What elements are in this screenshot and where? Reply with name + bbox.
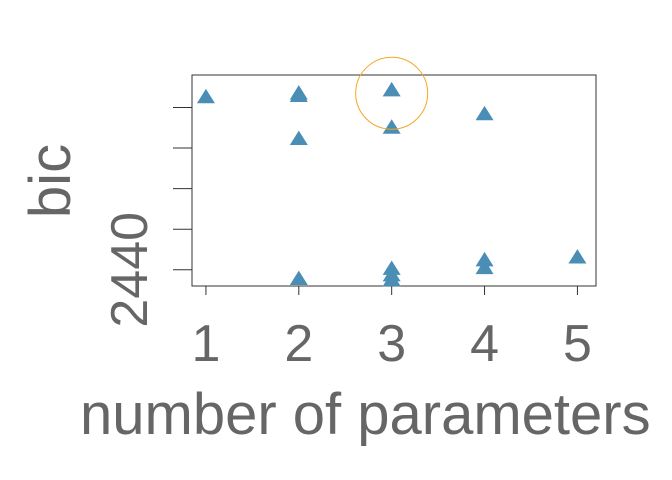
data-point-triangle [475,251,494,267]
plot-frame [191,74,597,287]
y-axis: 2440 [101,106,192,328]
data-points [196,81,587,287]
highlight-circle [355,56,429,130]
y-tick-label: 2440 [101,212,159,328]
data-point-triangle [382,119,401,134]
data-point-triangle [289,130,308,146]
data-point-triangle [382,81,401,97]
x-tick-label: 1 [191,315,220,373]
x-tick-label: 3 [377,315,406,373]
data-point-triangle [475,259,494,275]
x-axis-label: number of parameters [80,382,651,447]
highlight-layer [355,56,429,130]
x-axis: 1 2 3 4 5 [191,286,592,373]
data-point-triangle [568,249,587,264]
data-point-triangle [475,105,494,121]
x-tick-label: 5 [563,315,592,373]
x-tick-label: 2 [284,315,313,373]
data-point-triangle [289,270,308,286]
data-point-triangle [289,87,308,103]
data-point-triangle [196,88,215,104]
x-tick-label: 4 [470,315,499,373]
data-point-triangle [382,271,401,287]
y-axis-label: bic [18,144,83,218]
